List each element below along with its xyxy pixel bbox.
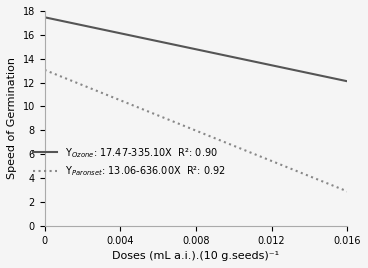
Y-axis label: Speed of Germination: Speed of Germination <box>7 57 17 179</box>
Legend: Y$_{Ozone}$: 17.47-335.10X  R²: 0.90, Y$_{Paronset}$: 13.06-636.00X  R²: 0.92: Y$_{Ozone}$: 17.47-335.10X R²: 0.90, Y$_… <box>29 142 230 182</box>
X-axis label: Doses (mL a.i.).(10 g.seeds)⁻¹: Doses (mL a.i.).(10 g.seeds)⁻¹ <box>112 251 280 261</box>
